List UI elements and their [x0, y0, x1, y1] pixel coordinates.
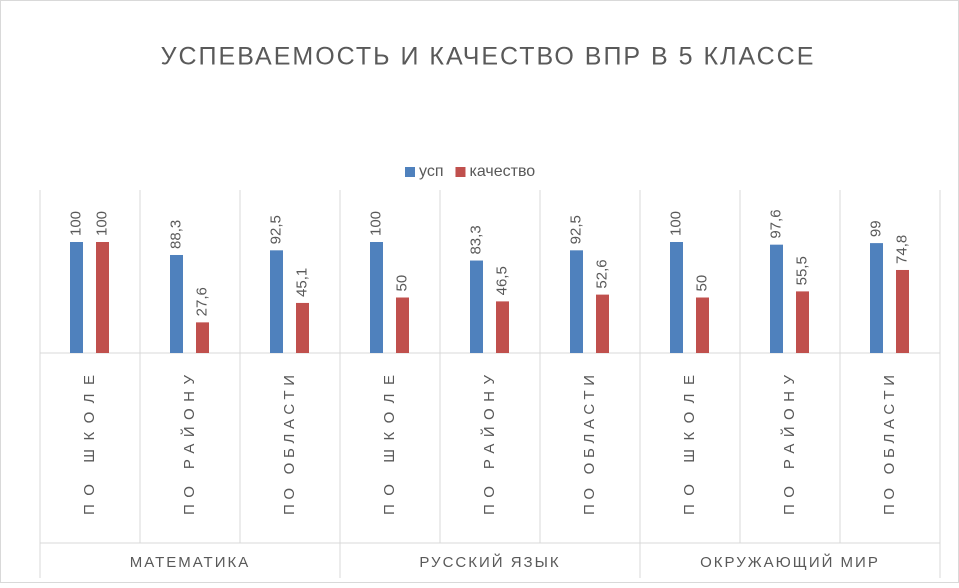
data-label: 55,5	[793, 256, 810, 285]
data-label: 97,6	[767, 209, 784, 238]
group-label: РУССКИЙ ЯЗЫК	[419, 553, 560, 571]
bar	[670, 242, 683, 353]
legend-label: усп	[419, 163, 443, 180]
data-label: 27,6	[193, 287, 210, 316]
bar	[570, 250, 583, 353]
x-tick-label: ПО РАЙОНУ	[180, 375, 198, 515]
bar	[96, 242, 109, 353]
bar	[496, 301, 509, 353]
data-label: 50	[393, 275, 410, 292]
group-label: МАТЕМАТИКА	[130, 554, 251, 571]
legend-swatch	[455, 167, 466, 177]
data-label: 100	[93, 211, 110, 236]
data-label: 74,8	[893, 235, 910, 264]
bar	[470, 260, 483, 353]
data-label: 46,5	[493, 266, 510, 295]
bar	[770, 244, 783, 353]
bar	[396, 297, 409, 353]
legend-swatch	[405, 167, 415, 177]
bar	[296, 302, 309, 353]
bar	[170, 254, 183, 353]
bar	[196, 322, 209, 353]
x-tick-label: ПО РАЙОНУ	[780, 375, 798, 515]
data-label: 50	[693, 275, 710, 292]
data-label: 99	[867, 220, 884, 237]
data-label: 100	[367, 211, 384, 236]
bar	[696, 297, 709, 353]
legend-label: качество	[469, 163, 535, 180]
data-label: 45,1	[293, 268, 310, 297]
x-tick-label: ПО РАЙОНУ	[480, 375, 498, 515]
data-label: 88,3	[167, 220, 184, 249]
data-label: 83,3	[467, 225, 484, 254]
bar	[70, 242, 83, 353]
bar	[896, 269, 909, 353]
chart-title: УСПЕВАЕМОСТЬ И КАЧЕСТВО ВПР В 5 КЛАССЕ	[161, 43, 816, 71]
data-label: 52,6	[593, 259, 610, 288]
data-label: 100	[67, 211, 84, 236]
bar	[596, 294, 609, 353]
data-label: 92,5	[267, 215, 284, 244]
bar	[370, 242, 383, 353]
data-label: 100	[667, 211, 684, 236]
bar	[796, 291, 809, 353]
data-label: 92,5	[567, 215, 584, 244]
bar	[870, 243, 883, 353]
group-label: ОКРУЖАЮЩИЙ МИР	[700, 553, 880, 571]
bar	[270, 250, 283, 353]
